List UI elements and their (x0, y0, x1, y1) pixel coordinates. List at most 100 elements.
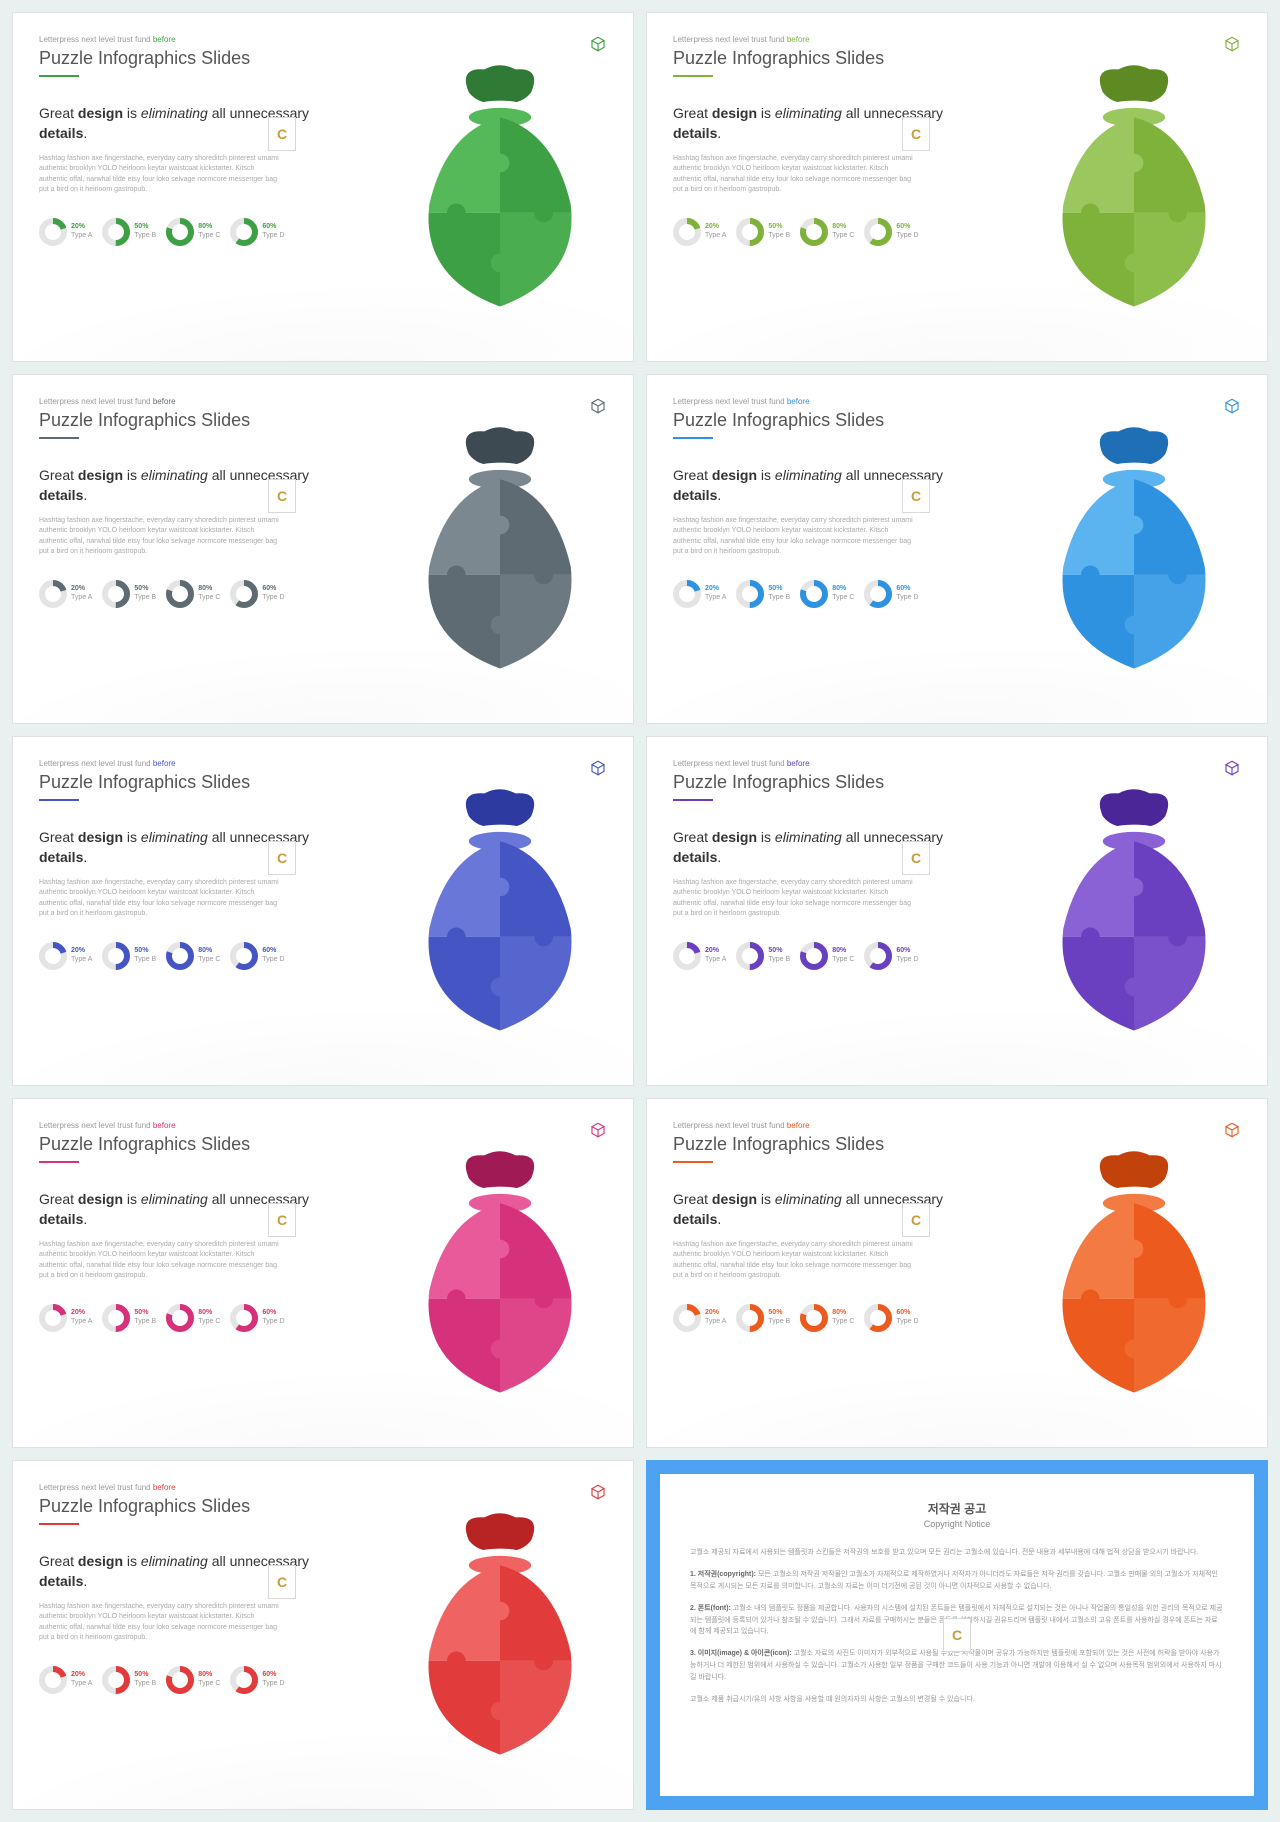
donut-row: 20%Type A 50%Type B 80%Type C 60%Type D (39, 1304, 323, 1332)
award-badge: C (902, 479, 930, 513)
slide: Letterpress next level trust fund before… (12, 736, 634, 1086)
donut-label: 80%Type C (198, 223, 220, 240)
money-bag-graphic (395, 1145, 605, 1405)
donut-label: 60%Type D (896, 947, 918, 964)
slide: Letterpress next level trust fund before… (646, 374, 1268, 724)
donut-ring (102, 218, 130, 246)
cube-icon (589, 759, 607, 777)
donut-item: 20%Type A (673, 218, 726, 246)
breadcrumb: Letterpress next level trust fund before (39, 397, 607, 406)
donut-label: 50%Type B (134, 223, 156, 240)
notice-title-ko: 저작권 공고 (690, 1500, 1224, 1517)
donut-ring (39, 1666, 67, 1694)
donut-item: 20%Type A (673, 1304, 726, 1332)
donut-item: 80%Type C (166, 580, 220, 608)
title-underline (39, 1161, 79, 1163)
cube-icon (589, 1483, 607, 1501)
donut-label: 50%Type B (768, 223, 790, 240)
paragraph: Hashtag fashion axe fingerstache, everyd… (673, 154, 917, 196)
slide: Letterpress next level trust fund before… (12, 374, 634, 724)
donut-item: 80%Type C (166, 942, 220, 970)
donut-ring (230, 1666, 258, 1694)
donut-item: 50%Type B (102, 1666, 156, 1694)
donut-ring (102, 1304, 130, 1332)
title-underline (39, 75, 79, 77)
donut-item: 60%Type D (230, 218, 284, 246)
donut-ring (166, 1304, 194, 1332)
breadcrumb: Letterpress next level trust fund before (39, 1483, 607, 1492)
title-underline (673, 799, 713, 801)
donut-label: 20%Type A (71, 1309, 92, 1326)
donut-ring (673, 1304, 701, 1332)
donut-label: 60%Type D (262, 1309, 284, 1326)
money-bag-graphic (395, 1507, 605, 1767)
donut-item: 20%Type A (673, 942, 726, 970)
donut-item: 60%Type D (864, 942, 918, 970)
donut-item: 50%Type B (736, 942, 790, 970)
cube-icon (1223, 759, 1241, 777)
donut-label: 60%Type D (896, 585, 918, 602)
award-badge: C (268, 117, 296, 151)
donut-ring (673, 218, 701, 246)
donut-ring (864, 218, 892, 246)
award-badge: C (268, 1565, 296, 1599)
donut-label: 20%Type A (71, 947, 92, 964)
award-badge: C (902, 117, 930, 151)
donut-ring (102, 1666, 130, 1694)
donut-item: 50%Type B (736, 580, 790, 608)
award-badge: C (902, 1203, 930, 1237)
notice-title-en: Copyright Notice (690, 1519, 1224, 1529)
donut-item: 80%Type C (800, 218, 854, 246)
donut-label: 20%Type A (71, 1671, 92, 1688)
donut-label: 20%Type A (705, 223, 726, 240)
donut-item: 50%Type B (102, 580, 156, 608)
donut-ring (230, 218, 258, 246)
breadcrumb: Letterpress next level trust fund before (673, 35, 1241, 44)
donut-item: 50%Type B (102, 218, 156, 246)
donut-label: 50%Type B (134, 1671, 156, 1688)
donut-label: 20%Type A (71, 585, 92, 602)
donut-item: 60%Type D (230, 1304, 284, 1332)
donut-label: 50%Type B (134, 585, 156, 602)
donut-ring (736, 580, 764, 608)
paragraph: Hashtag fashion axe fingerstache, everyd… (39, 1602, 283, 1644)
paragraph: Hashtag fashion axe fingerstache, everyd… (673, 878, 917, 920)
donut-ring (736, 1304, 764, 1332)
money-bag-graphic (1029, 59, 1239, 319)
money-bag-graphic (395, 783, 605, 1043)
donut-row: 20%Type A 50%Type B 80%Type C 60%Type D (673, 580, 957, 608)
cube-icon (589, 35, 607, 53)
title-underline (673, 437, 713, 439)
donut-row: 20%Type A 50%Type B 80%Type C 60%Type D (673, 942, 957, 970)
donut-label: 80%Type C (832, 947, 854, 964)
donut-item: 20%Type A (39, 1666, 92, 1694)
donut-row: 20%Type A 50%Type B 80%Type C 60%Type D (39, 218, 323, 246)
paragraph: Hashtag fashion axe fingerstache, everyd… (39, 516, 283, 558)
money-bag-graphic (395, 421, 605, 681)
donut-label: 80%Type C (832, 1309, 854, 1326)
donut-ring (230, 1304, 258, 1332)
donut-row: 20%Type A 50%Type B 80%Type C 60%Type D (39, 1666, 323, 1694)
paragraph: Hashtag fashion axe fingerstache, everyd… (673, 1240, 917, 1282)
donut-label: 20%Type A (705, 585, 726, 602)
slide: Letterpress next level trust fund before… (646, 1098, 1268, 1448)
breadcrumb: Letterpress next level trust fund before (39, 1121, 607, 1130)
donut-ring (230, 580, 258, 608)
breadcrumb: Letterpress next level trust fund before (673, 759, 1241, 768)
donut-item: 60%Type D (230, 1666, 284, 1694)
donut-ring (39, 1304, 67, 1332)
donut-label: 80%Type C (832, 585, 854, 602)
donut-item: 60%Type D (864, 1304, 918, 1332)
donut-label: 20%Type A (71, 223, 92, 240)
donut-item: 80%Type C (800, 1304, 854, 1332)
donut-ring (800, 1304, 828, 1332)
donut-row: 20%Type A 50%Type B 80%Type C 60%Type D (673, 218, 957, 246)
donut-label: 80%Type C (198, 1671, 220, 1688)
donut-row: 20%Type A 50%Type B 80%Type C 60%Type D (39, 942, 323, 970)
donut-ring (166, 580, 194, 608)
paragraph: Hashtag fashion axe fingerstache, everyd… (39, 1240, 283, 1282)
donut-label: 60%Type D (262, 947, 284, 964)
title-underline (39, 437, 79, 439)
donut-ring (736, 942, 764, 970)
cube-icon (589, 397, 607, 415)
